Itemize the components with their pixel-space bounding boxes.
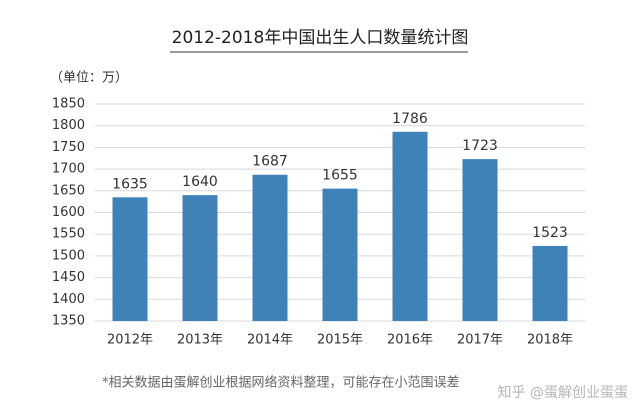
y-tick-label: 1450	[52, 270, 85, 285]
x-tick-label: 2012年	[107, 333, 153, 348]
bar	[322, 188, 358, 321]
y-tick-label: 1600	[52, 205, 85, 220]
y-tick-label: 1550	[52, 227, 85, 242]
data-label: 1635	[112, 176, 148, 192]
data-label: 1523	[532, 225, 568, 241]
bar	[392, 131, 428, 321]
y-tick-label: 1500	[52, 248, 85, 263]
y-tick-label: 1350	[52, 314, 85, 329]
x-tick-label: 2014年	[247, 333, 293, 348]
footnote: *相关数据由蛋解创业根据网络资料整理，可能存在小范围误差	[102, 375, 460, 391]
x-tick-label: 2015年	[317, 333, 363, 348]
x-tick-label: 2013年	[177, 333, 223, 348]
data-label: 1786	[392, 111, 428, 127]
x-tick-label: 2018年	[527, 333, 573, 348]
y-tick-label: 1700	[52, 162, 85, 177]
y-tick-label: 1650	[52, 183, 85, 198]
data-label: 1687	[252, 154, 288, 170]
y-tick-label: 1800	[52, 118, 85, 133]
bar	[532, 245, 568, 321]
y-tick-label: 1400	[52, 292, 85, 307]
data-label: 1723	[462, 138, 498, 154]
bar	[252, 174, 288, 321]
unit-label: （单位：万）	[50, 71, 128, 86]
x-tick-label: 2017年	[457, 333, 503, 348]
data-label: 1640	[182, 174, 218, 190]
bar	[182, 195, 218, 321]
bar	[462, 159, 498, 321]
y-tick-label: 1750	[52, 140, 85, 155]
data-label: 1655	[322, 168, 358, 184]
bar	[112, 197, 148, 321]
chart-title: 2012-2018年中国出生人口数量统计图	[172, 28, 469, 48]
x-tick-label: 2016年	[387, 333, 433, 348]
watermark: 知乎 @蛋解创业蛋蛋	[498, 384, 628, 401]
y-tick-label: 1850	[52, 97, 85, 112]
